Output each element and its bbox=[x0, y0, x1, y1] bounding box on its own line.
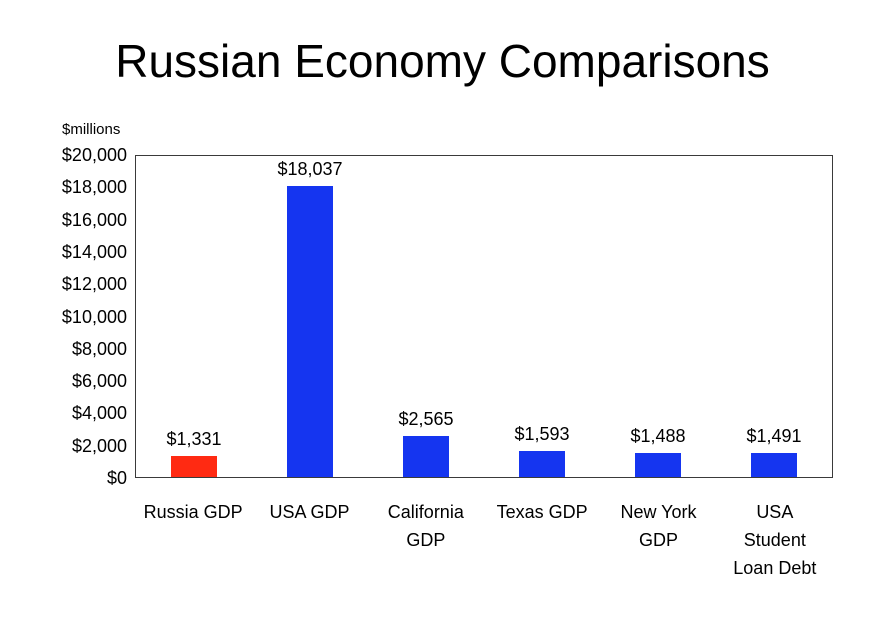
y-tick-label: $6,000 bbox=[71, 371, 127, 392]
x-category-label: USA GDP bbox=[251, 498, 367, 526]
bar-usa-student-loan-debt bbox=[751, 453, 797, 477]
y-tick-label: $4,000 bbox=[71, 403, 127, 424]
y-tick-label: $18,000 bbox=[61, 177, 127, 198]
x-axis: Russia GDP USA GDP California GDP Texas GDP N… bbox=[135, 498, 833, 608]
x-category-label-line: Russia GDP bbox=[143, 502, 243, 522]
bar-slot: $1,488 bbox=[600, 156, 716, 477]
x-category-label: Russia GDP bbox=[135, 498, 251, 526]
x-category-label-line: GDP bbox=[638, 530, 678, 550]
x-category-label-line: USA GDP bbox=[269, 502, 350, 522]
y-tick-label: $12,000 bbox=[61, 274, 127, 295]
x-category-label-line: Texas GDP bbox=[496, 502, 588, 522]
plot-area: $1,331 $18,037 $2,565 $1,593 $1,488 $1,491 bbox=[135, 155, 833, 478]
bar-slot: $1,331 bbox=[136, 156, 252, 477]
bar-california-gdp bbox=[403, 436, 449, 477]
bar-usa-gdp bbox=[287, 186, 333, 477]
bar-slot: $1,593 bbox=[484, 156, 600, 477]
bar-value-label: $2,565 bbox=[398, 409, 454, 429]
bar-slot: $1,491 bbox=[716, 156, 832, 477]
bar-value-label: $1,593 bbox=[514, 424, 570, 444]
chart-title: Russian Economy Comparisons bbox=[115, 35, 770, 87]
x-category-label-line: Loan Debt bbox=[733, 558, 817, 578]
bar-value-label: $18,037 bbox=[277, 159, 343, 179]
x-category-label: USA Student Loan Debt bbox=[717, 498, 833, 582]
bar-slot: $18,037 bbox=[252, 156, 368, 477]
y-tick-label: $10,000 bbox=[61, 306, 127, 327]
bar-russia-gdp bbox=[171, 456, 217, 477]
bar-texas-gdp bbox=[519, 451, 565, 477]
bar-value-label: $1,491 bbox=[746, 426, 802, 446]
x-category-label: Texas GDP bbox=[484, 498, 600, 526]
y-tick-label: $0 bbox=[106, 468, 127, 488]
y-axis: $0 $2,000 $4,000 $6,000 $8,000 $10,000 $12,000… bbox=[0, 145, 127, 488]
y-tick-label: $20,000 bbox=[61, 145, 127, 165]
y-tick-label: $2,000 bbox=[71, 435, 127, 456]
bar-slot: $2,565 bbox=[368, 156, 484, 477]
y-tick-label: $16,000 bbox=[61, 209, 127, 230]
x-category-label-line: USA bbox=[756, 502, 794, 522]
x-category-label: New York GDP bbox=[600, 498, 716, 554]
y-tick-label: $14,000 bbox=[61, 241, 127, 262]
x-category-label-line: Student bbox=[743, 530, 806, 550]
bar-value-label: $1,488 bbox=[630, 426, 686, 446]
x-category-label-line: GDP bbox=[406, 530, 446, 550]
x-category-label-line: New York bbox=[620, 502, 697, 522]
x-category-label-line: California bbox=[387, 502, 464, 522]
x-category-label: California GDP bbox=[368, 498, 484, 554]
bar-new-york-gdp bbox=[635, 453, 681, 477]
y-axis-units-label: $millions bbox=[62, 121, 121, 138]
y-tick-label: $8,000 bbox=[71, 338, 127, 359]
bar-value-label: $1,331 bbox=[166, 429, 222, 449]
